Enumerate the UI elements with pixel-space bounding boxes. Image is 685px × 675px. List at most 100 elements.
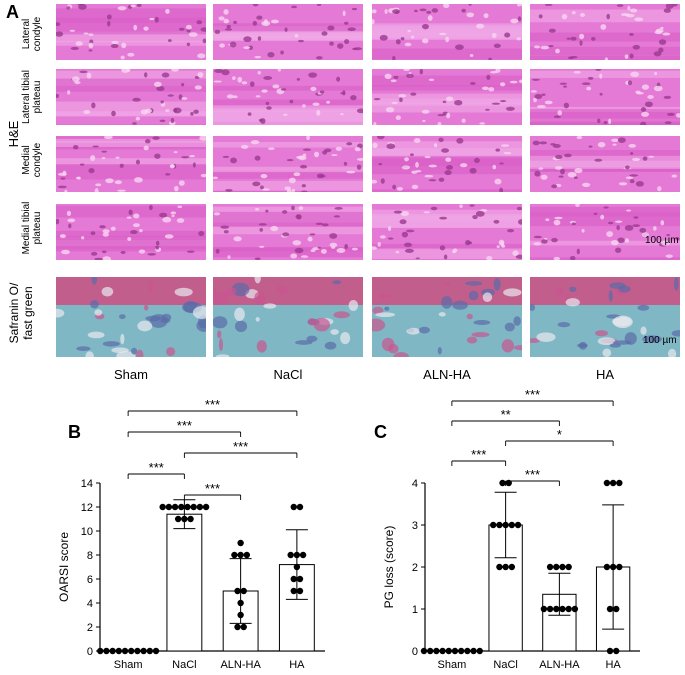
data-point-sham	[420, 647, 428, 655]
data-point-ha	[299, 551, 307, 559]
histology-tile-medial-condyle-nacl	[213, 136, 363, 192]
histology-tile-lateral-tibial-plateau-sham	[56, 69, 206, 125]
data-point-ha	[293, 563, 301, 571]
data-point-nacl	[514, 521, 522, 529]
data-point-aln-ha	[234, 623, 241, 631]
data-point-ha	[296, 575, 304, 583]
significance-label: ***	[177, 418, 192, 433]
significance-label: **	[501, 407, 511, 422]
data-point-sham	[451, 647, 459, 655]
significance-label: ***	[471, 447, 486, 462]
data-point-aln-ha	[237, 539, 244, 547]
x-tick-label: HA	[605, 659, 621, 671]
data-point-aln-ha	[559, 563, 566, 571]
column-label-nacl: NaCl	[273, 367, 303, 382]
histology-tile-medial-tibial-plateau-sham	[56, 204, 206, 260]
data-point-ha	[616, 563, 623, 571]
row-label-medial-condyle: Medial condyle	[21, 142, 43, 178]
significance-label: ***	[525, 387, 540, 402]
y-tick-label: 4	[412, 478, 418, 490]
scale-bar-label-safranin: 100 µm	[643, 335, 677, 346]
data-point-aln-ha	[553, 605, 560, 613]
safranin-tile-ha	[530, 277, 680, 357]
significance-label: ***	[149, 460, 164, 475]
data-point-nacl	[502, 521, 509, 529]
y-tick-label: 12	[81, 502, 93, 514]
data-point-nacl	[187, 515, 194, 523]
data-point-sham	[103, 647, 110, 655]
data-point-ha	[613, 605, 620, 613]
data-point-sham	[457, 647, 465, 655]
data-point-ha	[609, 563, 617, 571]
data-point-aln-ha	[234, 587, 241, 595]
y-tick-label: 2	[87, 622, 93, 634]
data-point-nacl	[190, 503, 197, 511]
column-label-sham: Sham	[114, 367, 148, 382]
data-point-ha	[606, 647, 614, 655]
significance-label: *	[557, 427, 562, 442]
data-point-aln-ha	[237, 611, 244, 619]
safranin-label: Safranin O/ fast green	[7, 282, 35, 344]
safranin-tile-nacl	[213, 277, 363, 357]
data-point-sham	[476, 647, 483, 655]
histology-tile-lateral-condyle-ha	[530, 4, 680, 60]
data-point-aln-ha	[240, 587, 247, 595]
data-point-aln-ha	[237, 551, 244, 559]
data-point-sham	[152, 647, 160, 655]
data-point-nacl	[490, 521, 497, 529]
y-tick-label: 3	[412, 520, 418, 532]
panel-b-letter: B	[68, 422, 81, 442]
data-point-aln-ha	[565, 605, 572, 613]
data-point-ha	[613, 647, 620, 655]
y-tick-label: 8	[87, 550, 93, 562]
data-point-nacl	[502, 563, 509, 571]
data-point-ha	[616, 479, 623, 487]
safranin-tile-aln-ha	[372, 277, 522, 357]
data-point-ha	[296, 587, 304, 595]
row-label-lateral-condyle: Lateral condyle	[21, 16, 43, 52]
data-point-aln-ha	[240, 623, 247, 631]
data-point-nacl	[184, 503, 191, 511]
data-point-sham	[140, 647, 147, 655]
data-point-ha	[603, 563, 611, 571]
data-point-nacl	[159, 503, 166, 511]
panel-c-letter: C	[374, 422, 387, 442]
data-point-aln-ha	[231, 551, 238, 559]
y-axis-label: OARSI score	[57, 532, 71, 602]
data-point-nacl	[174, 515, 182, 523]
y-tick-label: 6	[87, 574, 93, 586]
data-point-sham	[445, 647, 452, 655]
column-label-ha: HA	[595, 367, 615, 382]
significance-label: ***	[205, 481, 220, 496]
x-tick-label: Sham	[438, 659, 467, 671]
scale-bar-label-he: 100 µm	[645, 235, 679, 246]
histology-tile-medial-tibial-plateau-aln-ha	[372, 204, 522, 260]
data-point-sham	[433, 647, 440, 655]
data-point-nacl	[508, 521, 516, 529]
oarsi-score-chart: 0 2 4 6 8 10 12 14 OARSI score Sham NaCl ALN-HA HA **…	[57, 397, 325, 671]
data-point-ha	[603, 479, 611, 487]
data-point-nacl	[165, 503, 173, 511]
data-point-ha	[296, 503, 304, 511]
y-tick-label: 14	[81, 478, 93, 490]
row-label-lateral-tibial-plateau: Lateral tibial plateau	[21, 70, 43, 124]
data-point-nacl	[499, 479, 506, 487]
data-point-sham	[109, 647, 116, 655]
x-tick-label: ALN-HA	[220, 659, 261, 671]
y-tick-label: 0	[87, 646, 93, 658]
x-tick-label: HA	[289, 659, 305, 671]
data-point-aln-ha	[237, 599, 244, 607]
data-point-nacl	[171, 503, 179, 511]
data-point-sham	[128, 647, 135, 655]
data-point-nacl	[202, 503, 210, 511]
data-point-nacl	[496, 521, 503, 529]
bar-nacl	[166, 513, 203, 652]
significance-label: ***	[233, 439, 248, 454]
data-point-aln-ha	[571, 605, 579, 613]
histology-tile-medial-condyle-aln-ha	[372, 136, 522, 192]
data-point-sham	[115, 647, 123, 655]
y-tick-label: 1	[412, 604, 418, 616]
data-point-nacl	[178, 503, 185, 511]
data-point-sham	[97, 647, 104, 655]
